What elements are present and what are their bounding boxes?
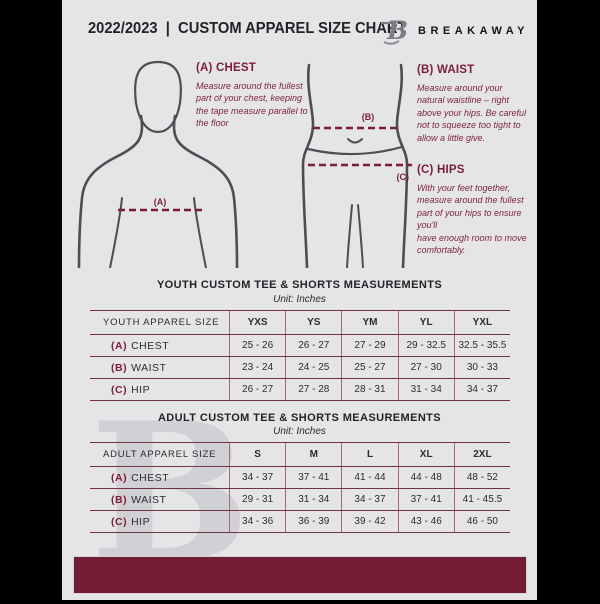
table-cell: 27 - 28 [285, 379, 341, 400]
table-cell: 34 - 37 [341, 489, 397, 510]
table-cell: 34 - 37 [453, 379, 510, 400]
youth-header-label: YOUTH APPAREL SIZE [103, 317, 220, 328]
youth-table-unit: Unit: Inches [273, 294, 326, 305]
page-title: 2022/2023 | CUSTOM APPAREL SIZE CHART [88, 20, 407, 37]
brand-lockup: B BREAKAWAY [380, 15, 529, 47]
adult-size-col: XL [397, 443, 454, 466]
row-label: (B) WAIST [111, 493, 167, 506]
waist-line-label: (B) [362, 112, 375, 122]
table-row: (C) HIP 26 - 27 27 - 28 28 - 31 31 - 34 … [90, 378, 510, 401]
table-cell: 24 - 25 [285, 357, 341, 378]
table-cell: 26 - 27 [229, 379, 285, 400]
table-cell: 34 - 37 [229, 467, 285, 488]
row-label: (A) CHEST [111, 471, 170, 484]
table-cell: 41 - 44 [341, 467, 397, 488]
table-cell: 27 - 30 [397, 357, 454, 378]
watermark-b-letter: B [90, 381, 251, 604]
table-cell: 34 - 36 [229, 511, 285, 532]
breakaway-b-logo-icon: B [381, 16, 408, 45]
table-cell: 27 - 29 [341, 335, 397, 356]
table-row: (A) CHEST 25 - 26 26 - 27 27 - 29 29 - 3… [90, 334, 510, 356]
table-cell: 43 - 46 [397, 511, 454, 532]
hips-line-label: (C) [397, 172, 410, 182]
table-cell: 29 - 32.5 [397, 335, 454, 356]
table-cell: 30 - 33 [453, 357, 510, 378]
table-row: (C) HIP 34 - 36 36 - 39 39 - 42 43 - 46 … [90, 510, 510, 533]
adult-size-col: S [229, 443, 285, 466]
youth-size-col: YXS [229, 311, 285, 334]
chest-line-label: (A) [154, 197, 167, 207]
table-row: (B) WAIST 29 - 31 31 - 34 34 - 37 37 - 4… [90, 488, 510, 510]
table-cell: 31 - 34 [285, 489, 341, 510]
youth-size-table: YOUTH APPAREL SIZE YXS YS YM YL YXL (A) … [90, 310, 510, 401]
youth-size-col: YL [397, 311, 454, 334]
table-cell: 32.5 - 35.5 [453, 335, 510, 356]
table-cell: 48 - 52 [453, 467, 510, 488]
row-label: (B) WAIST [111, 361, 167, 374]
table-cell: 23 - 24 [229, 357, 285, 378]
row-label: (A) CHEST [111, 339, 170, 352]
youth-table-title: YOUTH CUSTOM TEE & SHORTS MEASUREMENTS [156, 279, 443, 291]
svg-text:B: B [386, 16, 408, 45]
youth-size-col: YM [341, 311, 397, 334]
flyer-page: 2022/2023 | CUSTOM APPAREL SIZE CHART B … [62, 0, 537, 600]
table-cell: 25 - 26 [229, 335, 285, 356]
table-cell: 44 - 48 [397, 467, 454, 488]
chest-heading: (A) CHEST [196, 62, 256, 74]
adult-table-title: ADULT CUSTOM TEE & SHORTS MEASUREMENTS [157, 412, 442, 424]
table-cell: 25 - 27 [341, 357, 397, 378]
adult-header-label: ADULT APPAREL SIZE [103, 449, 217, 460]
table-cell: 26 - 27 [285, 335, 341, 356]
table-cell: 46 - 50 [453, 511, 510, 532]
adult-size-col: L [341, 443, 397, 466]
bottom-accent-bar [73, 556, 527, 594]
adult-size-col: M [285, 443, 341, 466]
youth-size-col: YXL [453, 311, 510, 334]
chest-body-text: Measure around the fullest part of your … [196, 81, 308, 129]
table-cell: 39 - 42 [341, 511, 397, 532]
adult-size-col: 2XL [453, 443, 510, 466]
adult-size-table: ADULT APPAREL SIZE S M L XL 2XL (A) CHES… [90, 442, 510, 533]
row-label: (C) HIP [111, 515, 151, 528]
youth-table-header-row: YOUTH APPAREL SIZE YXS YS YM YL YXL [90, 310, 510, 334]
chest-instructions: (A) CHEST Measure around the fullest par… [196, 62, 308, 130]
adult-table-unit: Unit: Inches [273, 426, 326, 437]
waist-heading: (B) WAIST [417, 64, 475, 76]
waist-instructions: (B) WAIST Measure around your natural wa… [417, 64, 530, 144]
torso-chest-diagram: (A) [77, 60, 239, 268]
table-row: (A) CHEST 34 - 37 37 - 41 41 - 44 44 - 4… [90, 466, 510, 488]
table-cell: 29 - 31 [229, 489, 285, 510]
row-label: (C) HIP [111, 383, 151, 396]
waist-hips-diagram: (B) (C) [301, 63, 412, 268]
brand-name: BREAKAWAY [418, 25, 529, 37]
table-cell: 37 - 41 [397, 489, 454, 510]
hips-heading: (C) HIPS [417, 164, 465, 176]
waist-body-text: Measure around your natural waistline – … [417, 83, 527, 143]
table-cell: 31 - 34 [397, 379, 454, 400]
adult-table-header-row: ADULT APPAREL SIZE S M L XL 2XL [90, 442, 510, 466]
table-row: (B) WAIST 23 - 24 24 - 25 25 - 27 27 - 3… [90, 356, 510, 378]
hips-body-text: With your feet together, measure around … [417, 183, 527, 256]
table-cell: 28 - 31 [341, 379, 397, 400]
table-cell: 37 - 41 [285, 467, 341, 488]
table-cell: 41 - 45.5 [453, 489, 510, 510]
hips-instructions: (C) HIPS With your feet together, measur… [417, 164, 537, 256]
youth-size-col: YS [285, 311, 341, 334]
table-cell: 36 - 39 [285, 511, 341, 532]
